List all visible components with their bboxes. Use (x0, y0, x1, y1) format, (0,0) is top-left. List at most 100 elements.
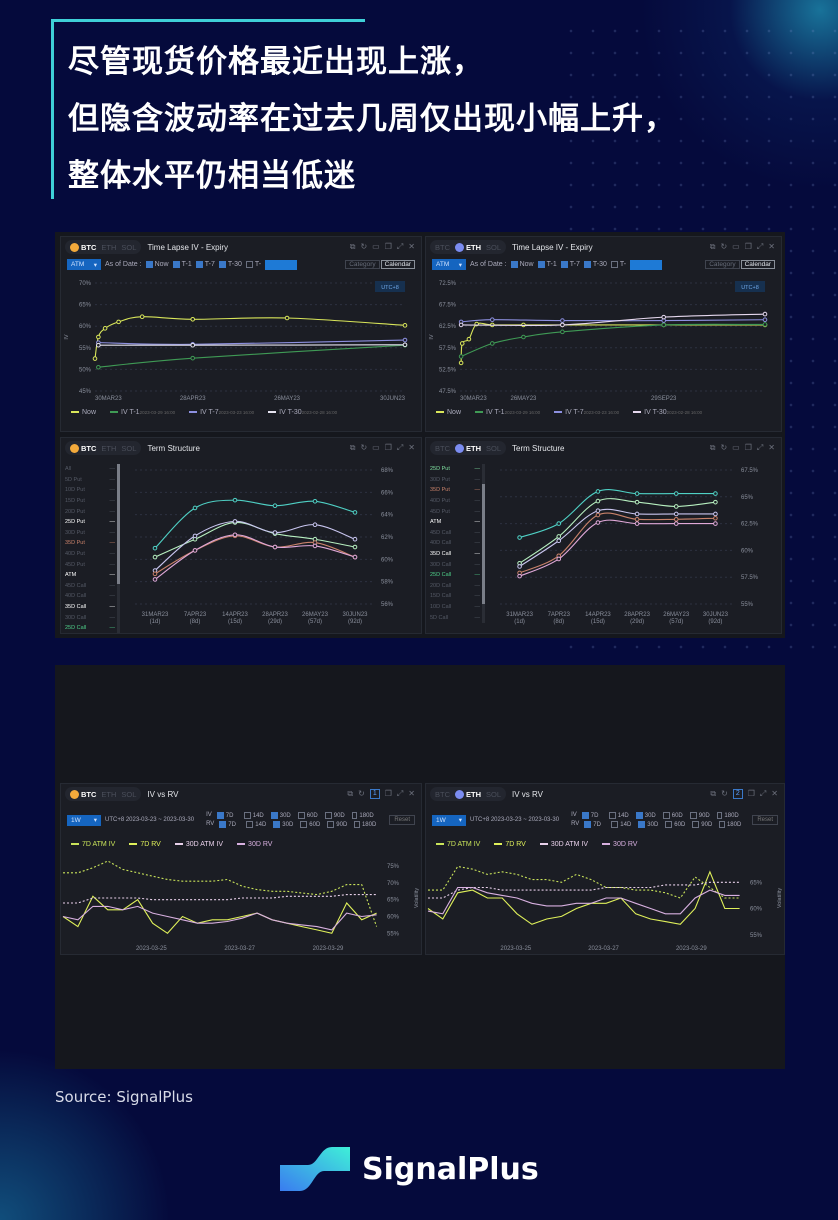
strike-item[interactable]: 30D Call — (65, 612, 117, 623)
external-link-icon[interactable]: ⧉ (710, 789, 717, 798)
close-icon[interactable]: ✕ (408, 443, 415, 452)
checkbox-iv-7d[interactable]: 7D (581, 812, 604, 819)
coin-tab-sol[interactable]: SOL (486, 444, 501, 453)
folder-icon[interactable]: ▭ (372, 242, 380, 251)
checkbox-iv-90d[interactable]: 90D (324, 812, 347, 819)
checkbox-iv-30d[interactable]: 30D (270, 812, 293, 819)
checkbox-box[interactable] (638, 821, 646, 828)
checkbox-box[interactable] (608, 812, 616, 819)
date-input[interactable] (630, 259, 663, 270)
checkbox-box[interactable] (351, 812, 358, 819)
checkbox-box[interactable] (716, 812, 723, 819)
coin-tab-eth[interactable]: ETH (455, 789, 481, 799)
checkbox-box[interactable] (195, 261, 203, 268)
refresh-icon[interactable]: ↻ (358, 789, 365, 798)
checkbox-box[interactable] (610, 261, 618, 268)
refresh-icon[interactable]: ↻ (360, 242, 368, 251)
strike-item[interactable]: 5D Call — (430, 612, 482, 623)
strike-item[interactable]: 25D Call — (430, 570, 482, 581)
strike-item[interactable]: 15D Call — (430, 591, 482, 602)
external-link-icon[interactable]: ⧉ (349, 242, 356, 251)
checkbox-t-[interactable]: T- (610, 261, 626, 268)
checkbox-now[interactable]: Now (510, 261, 534, 268)
layout-number-badge[interactable]: 2 (732, 789, 743, 799)
expand-icon[interactable]: ⤢ (756, 242, 764, 251)
expand-icon[interactable]: ⤢ (756, 443, 764, 452)
coin-tab-btc[interactable]: BTC (70, 242, 96, 252)
reset-button[interactable]: Reset (389, 815, 415, 825)
checkbox-box[interactable] (218, 261, 226, 268)
strike-item[interactable]: 5D Put — (65, 475, 117, 486)
folder-icon[interactable]: ▭ (372, 443, 380, 452)
checkbox-box[interactable] (719, 821, 725, 828)
coin-tab-sol[interactable]: SOL (121, 243, 136, 252)
checkbox-t-7[interactable]: T-7 (195, 261, 215, 268)
coin-tab-eth[interactable]: ETH (101, 243, 116, 252)
close-icon[interactable]: ✕ (768, 242, 775, 251)
checkbox-box[interactable] (635, 812, 643, 819)
strike-item[interactable]: 45D Put — (65, 559, 117, 570)
external-link-icon[interactable]: ⧉ (709, 242, 716, 251)
coin-tab-eth[interactable]: ETH (101, 444, 116, 453)
toggle-category[interactable]: Category (345, 260, 380, 269)
scrollbar-thumb[interactable] (117, 464, 120, 584)
legend-item[interactable]: IV T-302023-02-28 16:00 (268, 409, 337, 416)
duplicate-icon[interactable]: ❐ (744, 443, 752, 452)
coin-tab-btc[interactable]: BTC (435, 790, 450, 799)
coin-tab-btc[interactable]: BTC (70, 789, 96, 799)
checkbox-rv-60d[interactable]: 60D (300, 821, 322, 828)
coin-tab-sol[interactable]: SOL (486, 243, 501, 252)
legend-item[interactable]: IV T-12023-03-29 16:00 (110, 409, 175, 416)
checkbox-box[interactable] (172, 261, 180, 268)
refresh-icon[interactable]: ↻ (721, 789, 728, 798)
checkbox-box[interactable] (611, 821, 619, 828)
checkbox-iv-180d[interactable]: 180D (716, 812, 739, 819)
legend-item[interactable]: 30D ATM IV (174, 841, 223, 848)
strike-item[interactable]: All — (65, 464, 117, 475)
legend-item[interactable]: Now (71, 409, 96, 416)
coin-tab-btc[interactable]: BTC (435, 243, 450, 252)
checkbox-t-30[interactable]: T-30 (583, 261, 607, 268)
toggle-category[interactable]: Category (705, 260, 740, 269)
checkbox-iv-30d[interactable]: 30D (635, 812, 658, 819)
checkbox-rv-90d[interactable]: 90D (327, 821, 349, 828)
checkbox-rv-14d[interactable]: 14D (611, 821, 633, 828)
checkbox-iv-60d[interactable]: 60D (662, 812, 685, 819)
strike-item[interactable]: 45D Call — (65, 581, 117, 592)
strike-item[interactable]: 35D Put — (65, 538, 117, 549)
legend-item[interactable]: Now (436, 409, 461, 416)
strike-item[interactable]: 10D Put — (65, 485, 117, 496)
checkbox-t-30[interactable]: T-30 (218, 261, 242, 268)
coin-tab-sol[interactable]: SOL (121, 790, 136, 799)
legend-item[interactable]: 7D ATM IV (71, 841, 115, 848)
legend-item[interactable]: 7D ATM IV (436, 841, 480, 848)
external-link-icon[interactable]: ⧉ (347, 789, 354, 798)
checkbox-rv-30d[interactable]: 30D (638, 821, 660, 828)
toggle-calendar[interactable]: Calendar (380, 260, 415, 269)
strike-item[interactable]: 45D Call — (430, 528, 482, 539)
date-range[interactable]: UTC+8 2023-03-23 ~ 2023-03-30 (470, 817, 560, 823)
strike-item[interactable]: 25D Call — (65, 623, 117, 633)
checkbox-box[interactable] (354, 821, 360, 828)
checkbox-box[interactable] (581, 812, 589, 819)
close-icon[interactable]: ✕ (768, 443, 775, 452)
checkbox-box[interactable] (246, 821, 254, 828)
checkbox-box[interactable] (583, 261, 591, 268)
checkbox-iv-180d[interactable]: 180D (351, 812, 374, 819)
refresh-icon[interactable]: ↻ (360, 443, 368, 452)
legend-item[interactable]: 30D RV (237, 841, 272, 848)
strike-item[interactable]: ATM — (65, 570, 117, 581)
checkbox-rv-60d[interactable]: 60D (665, 821, 687, 828)
checkbox-now[interactable]: Now (145, 261, 169, 268)
checkbox-iv-14d[interactable]: 14D (243, 812, 266, 819)
type-select[interactable]: ATM ▾ (432, 259, 466, 270)
legend-item[interactable]: IV T-72023-03-23 16:00 (189, 409, 254, 416)
date-range[interactable]: UTC+8 2023-03-23 ~ 2023-03-30 (105, 817, 195, 823)
strike-item[interactable]: 15D Put — (65, 496, 117, 507)
legend-item[interactable]: IV T-72023-03-23 16:00 (554, 409, 619, 416)
duplicate-icon[interactable]: ❐ (384, 242, 392, 251)
coin-tab-eth[interactable]: ETH (101, 790, 116, 799)
coin-tab-btc[interactable]: BTC (70, 443, 96, 453)
checkbox-box[interactable] (665, 821, 673, 828)
folder-icon[interactable]: ▭ (732, 443, 740, 452)
